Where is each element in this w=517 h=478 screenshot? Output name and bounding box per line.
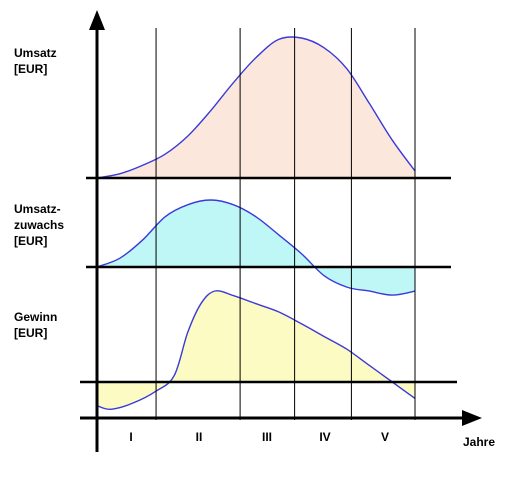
area-umsatz [97,36,415,179]
phase-label-5: V [380,430,389,444]
curve-umsatz [96,36,416,179]
curve-umsatzzuwachs [96,199,416,296]
ylabel-gewinn: Gewinn [EUR] [14,310,58,340]
phase-label-2: II [195,430,203,444]
phase-label-4: IV [319,430,331,444]
area-gewinn [97,290,415,410]
curve-gewinn [96,290,416,411]
ylabel-umsatz: Umsatz [EUR] [14,46,57,76]
xlabel-jahre: Jahre [463,435,496,449]
y-axis-arrow [89,10,105,30]
ylabel-umsatzzuwachs: Umsatz- zuwachs [EUR] [14,202,65,248]
area-umsatzzuwachs [97,200,415,296]
x-axis-arrow [462,410,482,426]
phase-label-1: I [129,430,133,444]
phase-label-3: III [261,430,272,444]
